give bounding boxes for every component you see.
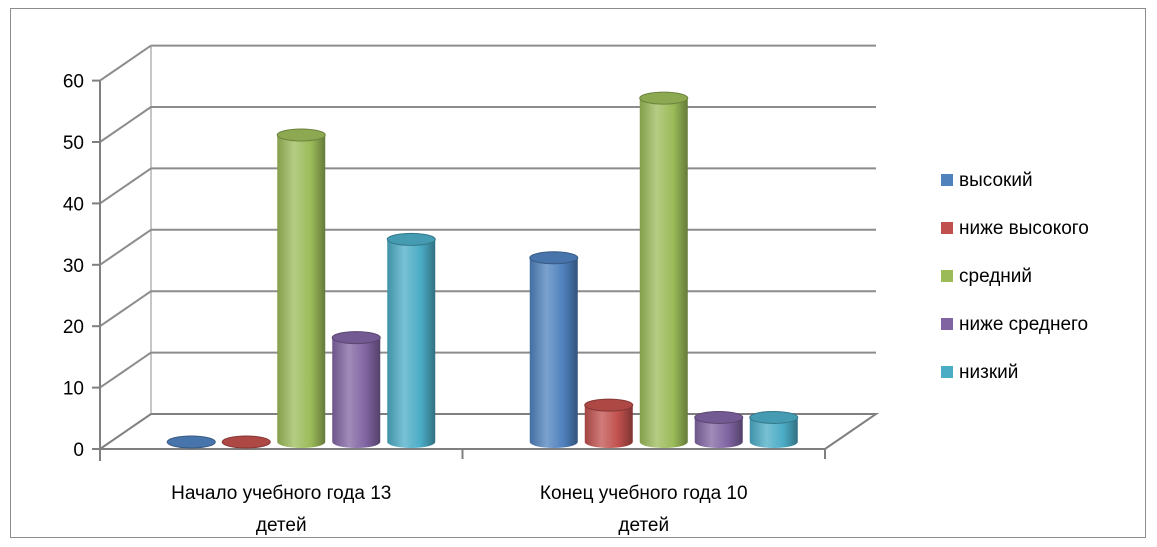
gridline-depth xyxy=(99,228,152,266)
x-category-label: Начало учебного года 13 xyxy=(171,483,391,504)
legend-swatch xyxy=(941,318,953,330)
legend-label: высокий xyxy=(959,170,1033,191)
x-category-label: детей xyxy=(618,515,669,536)
bar xyxy=(332,337,381,449)
x-category-label: детей xyxy=(256,515,307,536)
legend-swatch xyxy=(941,174,953,186)
legend-label: ниже высокого xyxy=(959,218,1089,239)
x-category-label: Конец учебного года 10 xyxy=(540,483,748,504)
y-tick-label: 0 xyxy=(73,440,84,461)
bar-top xyxy=(749,410,799,424)
bar-top xyxy=(529,251,579,265)
chart-plot: 0 10 20 30 40 50 60 Начало учебного года 13 дете… xyxy=(63,44,1089,536)
bar xyxy=(529,257,578,449)
gridline-depth xyxy=(99,167,152,205)
chart-floor xyxy=(96,413,880,450)
bar-top xyxy=(166,435,216,449)
y-tick-label: 10 xyxy=(63,379,84,400)
gridline-depth xyxy=(99,44,152,82)
gridline-depth xyxy=(99,106,152,143)
legend-label: низкий xyxy=(959,362,1018,383)
bar-top xyxy=(639,91,689,105)
bar-top xyxy=(386,232,436,246)
gridline-depth xyxy=(99,290,152,328)
chart-frame: 0 10 20 30 40 50 60 Начало учебного года 13 дете… xyxy=(10,8,1146,538)
legend-label: ниже среднего xyxy=(959,314,1088,335)
bar xyxy=(387,239,436,449)
bar xyxy=(639,98,688,449)
gridline-depth xyxy=(99,351,152,389)
y-tick-label: 50 xyxy=(63,133,84,154)
bar xyxy=(584,405,633,449)
bar-top xyxy=(331,331,381,345)
y-tick-label: 60 xyxy=(63,72,84,93)
y-tick-label: 30 xyxy=(63,256,84,277)
bar-top xyxy=(694,410,744,424)
y-tick-label: 20 xyxy=(63,317,84,338)
bar-top xyxy=(276,128,326,142)
bar-top xyxy=(584,398,634,412)
bar-top xyxy=(221,435,271,449)
legend-swatch xyxy=(941,366,953,378)
bar xyxy=(277,135,326,449)
legend-swatch xyxy=(941,270,953,282)
legend-swatch xyxy=(941,222,953,234)
y-tick-label: 40 xyxy=(63,194,84,215)
legend-label: средний xyxy=(959,266,1032,287)
bar xyxy=(749,417,798,449)
bar xyxy=(694,417,743,449)
